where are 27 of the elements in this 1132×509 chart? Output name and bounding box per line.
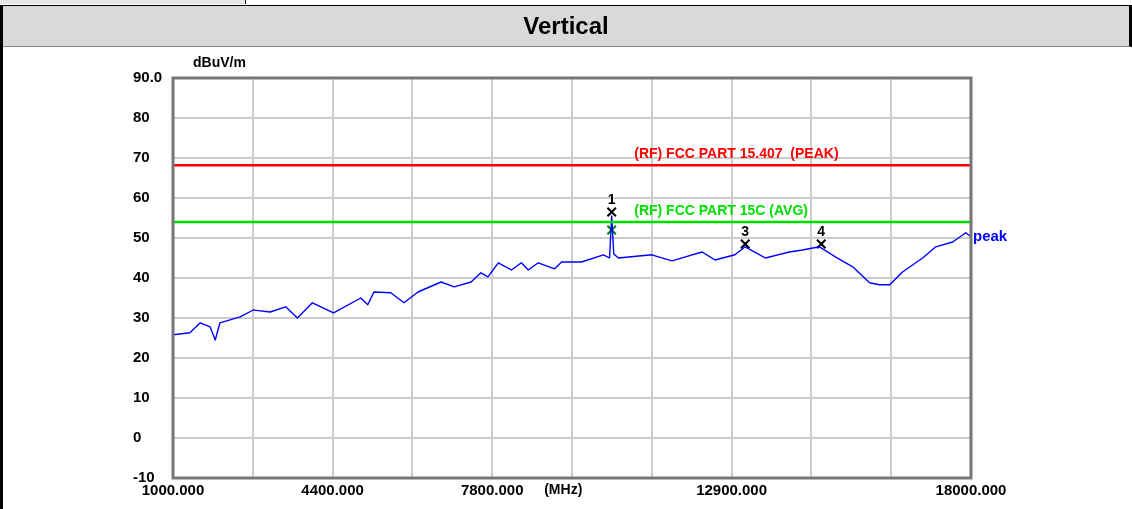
y-tick-label: 30 xyxy=(133,308,150,326)
point xyxy=(606,224,617,236)
y-tick-label: 10 xyxy=(133,388,150,406)
y-tick-label: 50 xyxy=(133,228,150,246)
annotation: 3 xyxy=(741,222,750,239)
x-tick-label: 12900.000 xyxy=(696,481,768,499)
y-tick-label: 80 xyxy=(133,108,150,126)
y-tick-label: 20 xyxy=(133,348,150,366)
y-tick-label: 90.0 xyxy=(133,68,163,86)
y-tick-label: 70 xyxy=(133,148,150,166)
series-label: peak xyxy=(973,226,1008,244)
y-tick-label: 0 xyxy=(133,428,142,446)
ref-line-label: (RF) FCC PART 15.407 (PEAK) xyxy=(634,145,839,162)
ref-line-label: (RF) FCC PART 15C (AVG) xyxy=(634,201,808,218)
x-tick-label: 7800.000 xyxy=(460,481,524,499)
y-tick-label: 60 xyxy=(133,188,150,206)
x-axis-title: (MHz) xyxy=(544,480,583,497)
point xyxy=(739,238,751,250)
point xyxy=(606,206,617,218)
y-tick-label: 40 xyxy=(133,268,150,286)
annotation: 1 xyxy=(607,190,616,207)
chart-title: Vertical xyxy=(0,5,1132,47)
x-tick-label: 4400.000 xyxy=(301,481,364,499)
point xyxy=(816,238,827,250)
x-tick-label: 18000.000 xyxy=(935,481,1007,499)
y-axis-title: dBuV/m xyxy=(193,53,246,70)
annotation: 4 xyxy=(817,222,826,239)
